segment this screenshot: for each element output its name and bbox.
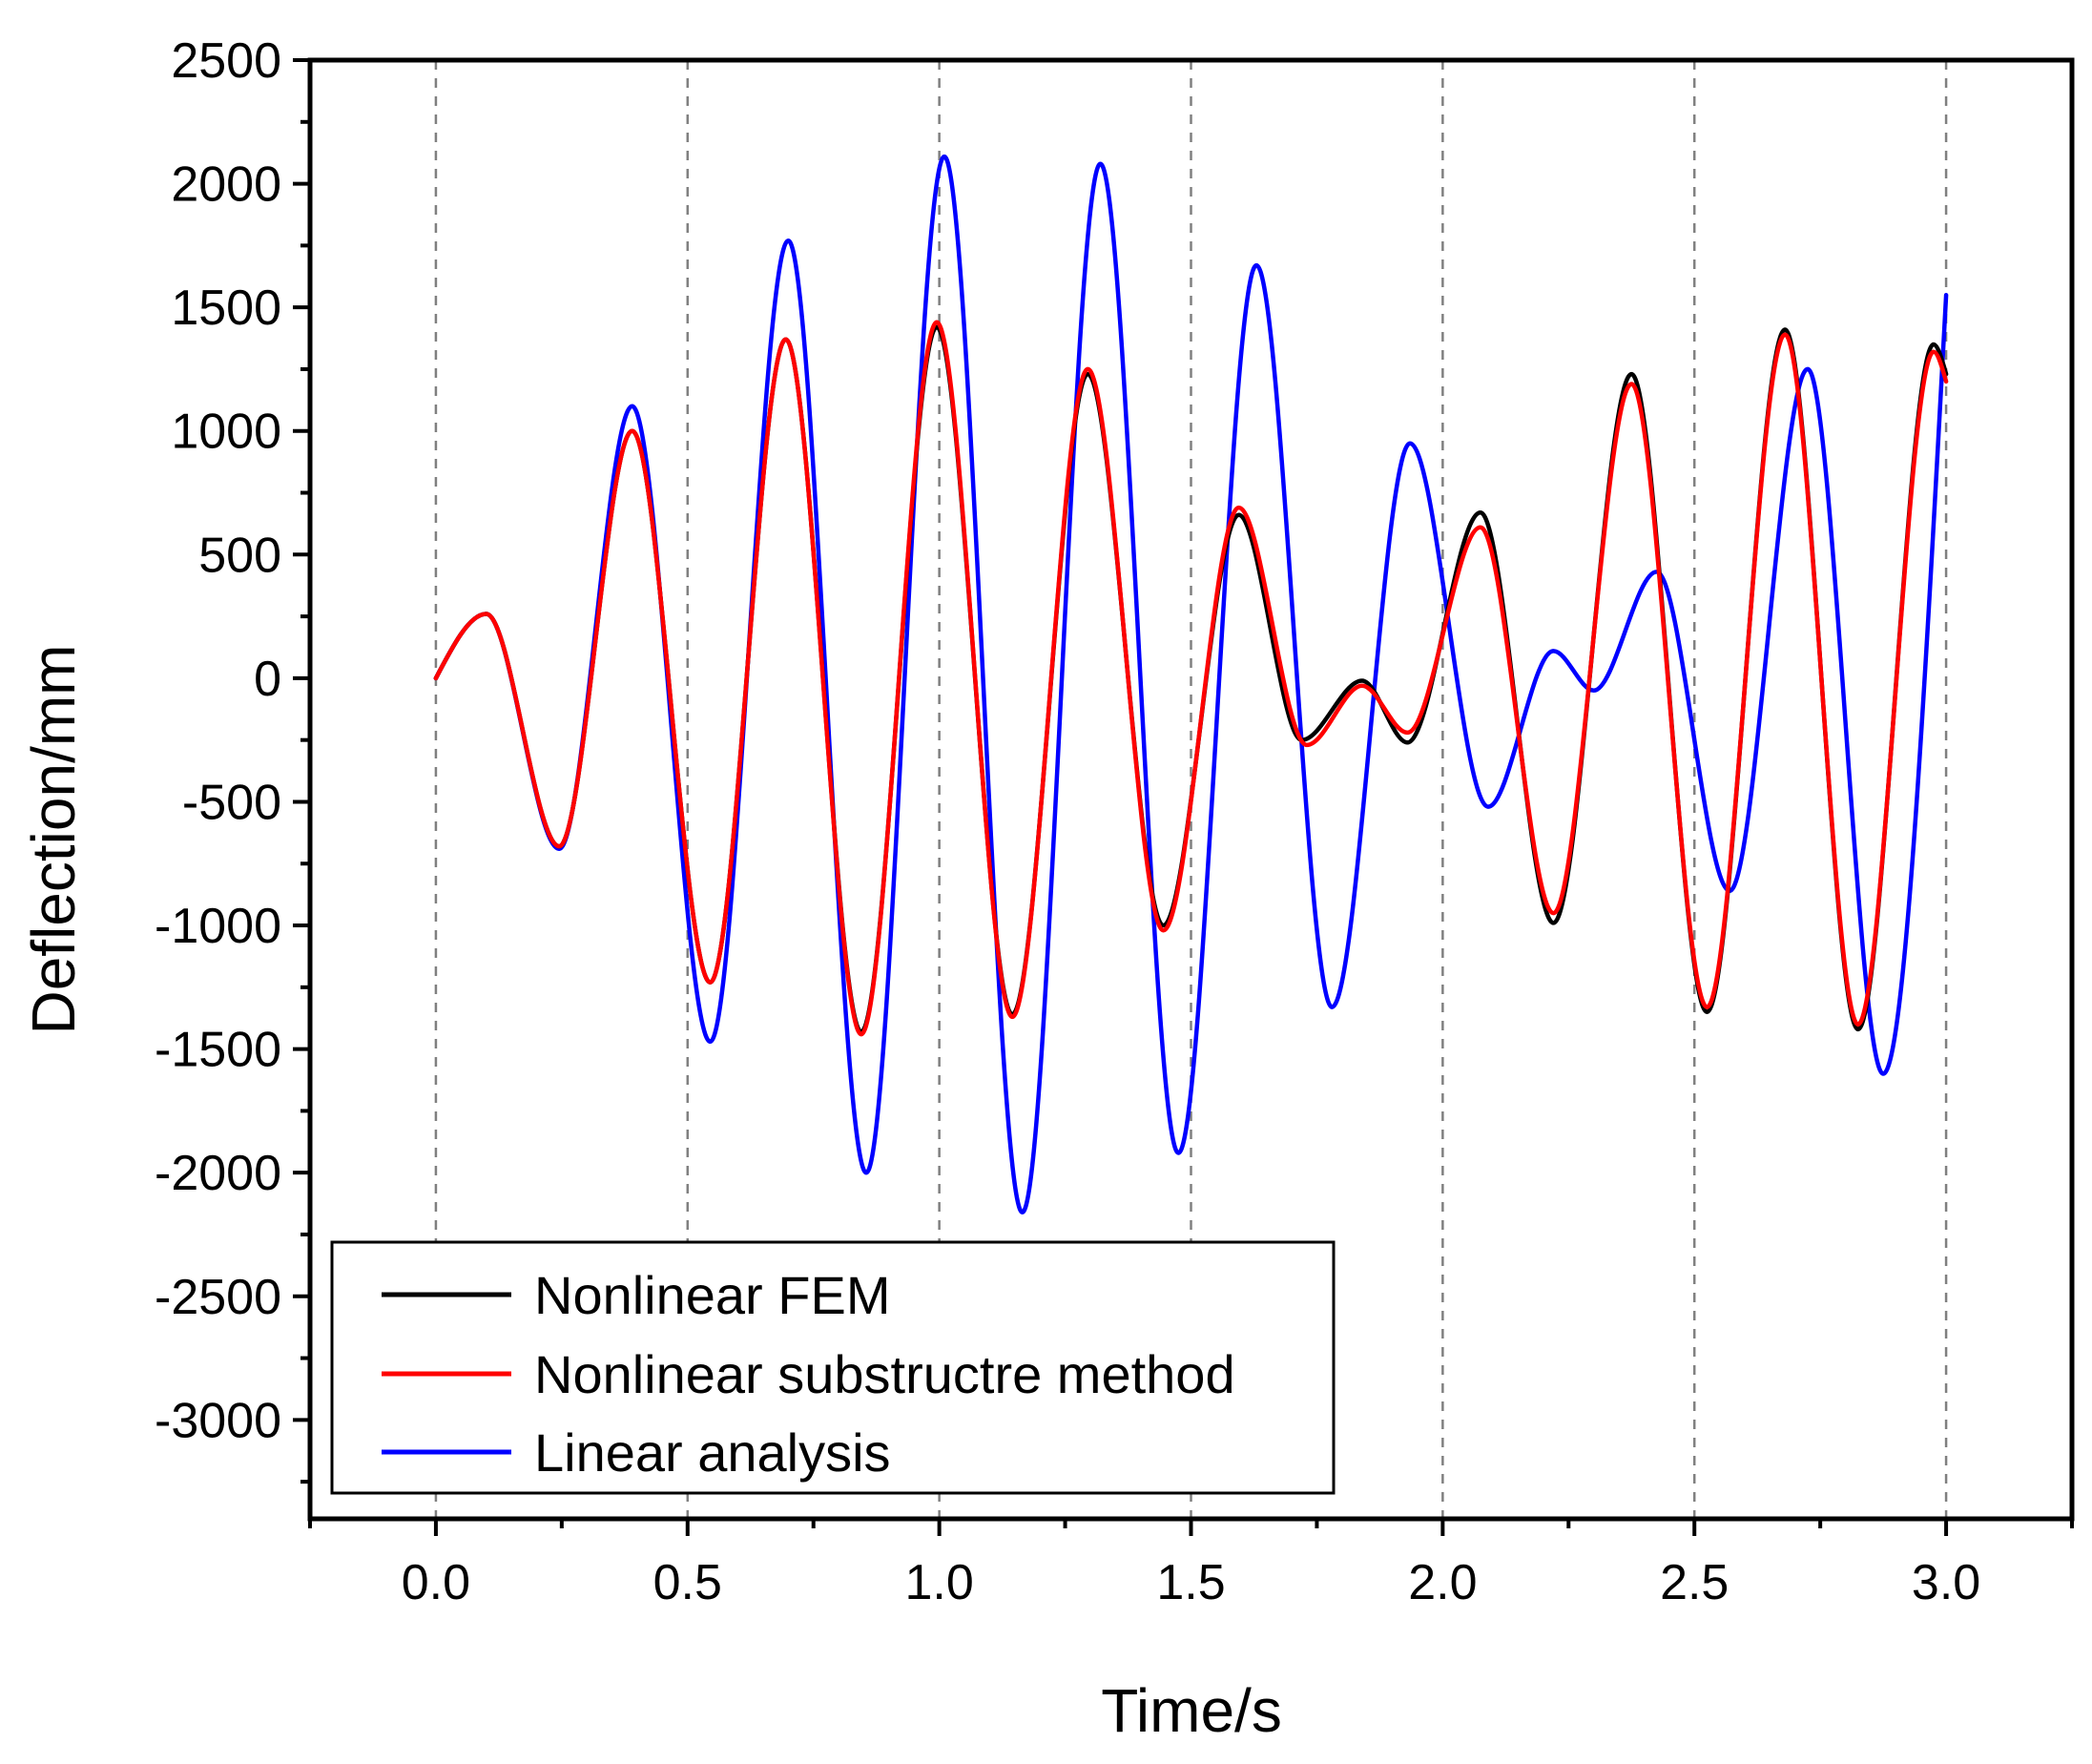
series-nonlinear-substructure-line [433, 320, 1949, 1037]
legend-label-nonlinear-substructure: Nonlinear substructre method [534, 1344, 1235, 1404]
series-layer [433, 154, 1949, 1214]
x-axis-title: Time/s [1101, 1676, 1282, 1745]
legend-label-linear-analysis: Linear analysis [534, 1422, 891, 1483]
x-tick-label-1.0: 1.0 [904, 1555, 973, 1610]
legend-label-nonlinear-fem: Nonlinear FEM [534, 1265, 890, 1325]
x-tick-label-2.0: 2.0 [1408, 1555, 1477, 1610]
y-tick-label--2000: -2000 [155, 1146, 281, 1201]
y-tick-label--500: -500 [182, 775, 281, 830]
y-tick-label--1500: -1500 [155, 1023, 281, 1078]
y-axis-title: Deflection/mm [19, 645, 88, 1035]
y-tick-label-2500: 2500 [171, 33, 281, 89]
y-tick-label-500: 500 [198, 528, 281, 583]
axis-layer: 0.0 0.5 1.0 1.5 2.0 2.5 3.0 2500 2000 1500 1000 500… [155, 33, 2074, 1610]
y-tick-label--3000: -3000 [155, 1393, 281, 1448]
y-tick-label-1000: 1000 [171, 405, 281, 460]
y-tick-label--2500: -2500 [155, 1270, 281, 1325]
x-tick-label-0.5: 0.5 [653, 1555, 722, 1610]
legend: Nonlinear FEM Nonlinear substructre meth… [330, 1240, 1336, 1495]
x-tick-label-2.5: 2.5 [1660, 1555, 1729, 1610]
y-tick-label-2000: 2000 [171, 157, 281, 213]
x-tick-label-3.0: 3.0 [1912, 1555, 1980, 1610]
x-tick-label-1.5: 1.5 [1156, 1555, 1225, 1610]
y-tick-label-0: 0 [254, 652, 281, 707]
y-tick-label-1500: 1500 [171, 280, 281, 336]
series-linear-analysis-line [433, 154, 1949, 1214]
y-tick-label--1000: -1000 [155, 899, 281, 954]
x-tick-label-0.0: 0.0 [402, 1555, 470, 1610]
